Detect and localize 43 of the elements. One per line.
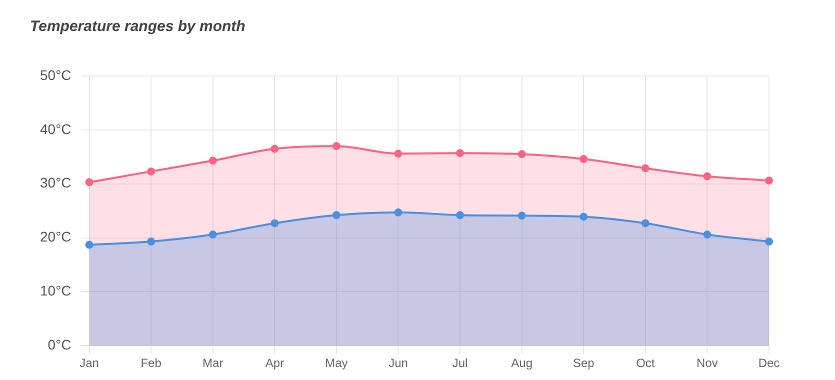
point bbox=[518, 150, 526, 158]
x-tick-label: Jul bbox=[452, 356, 468, 370]
point bbox=[270, 219, 279, 228]
x-tick-label: Apr bbox=[265, 356, 284, 370]
point bbox=[147, 167, 156, 176]
point bbox=[394, 150, 402, 158]
point bbox=[394, 208, 402, 216]
y-tick-label: 40°C bbox=[40, 120, 72, 137]
point bbox=[456, 149, 464, 158]
x-tick-label: Mar bbox=[202, 356, 224, 370]
point bbox=[580, 212, 588, 221]
y-tick-label: 30°C bbox=[40, 174, 72, 191]
point bbox=[703, 172, 712, 180]
y-tick-label: 10°C bbox=[40, 282, 72, 299]
x-tick-label: Nov bbox=[696, 356, 718, 370]
x-tick-label: Aug bbox=[511, 356, 533, 370]
x-tick-label: May bbox=[325, 356, 348, 370]
x-tick-label: Jun bbox=[388, 356, 408, 370]
point bbox=[456, 211, 464, 220]
x-tick-label: Feb bbox=[140, 356, 162, 370]
point bbox=[332, 211, 340, 220]
chart-title: Temperature ranges by month bbox=[30, 18, 246, 36]
x-tick-label: Sep bbox=[572, 356, 595, 370]
point bbox=[518, 212, 526, 220]
point bbox=[332, 142, 340, 150]
point bbox=[85, 240, 94, 249]
x-tick-label: Dec bbox=[758, 356, 780, 370]
point bbox=[641, 164, 650, 172]
point bbox=[270, 144, 279, 153]
y-tick-label: 20°C bbox=[40, 228, 72, 245]
point bbox=[208, 156, 217, 165]
point bbox=[765, 238, 773, 246]
point bbox=[765, 176, 773, 185]
y-tick-label: 0°C bbox=[48, 336, 72, 352]
x-tick-label: Jan bbox=[80, 356, 99, 370]
point bbox=[641, 219, 650, 228]
y-tick-label: 50°C bbox=[40, 66, 72, 83]
point bbox=[208, 230, 217, 239]
point bbox=[147, 238, 156, 246]
x-tick-label: Oct bbox=[636, 356, 656, 370]
point bbox=[580, 155, 588, 164]
point bbox=[703, 230, 712, 239]
point bbox=[85, 178, 94, 186]
